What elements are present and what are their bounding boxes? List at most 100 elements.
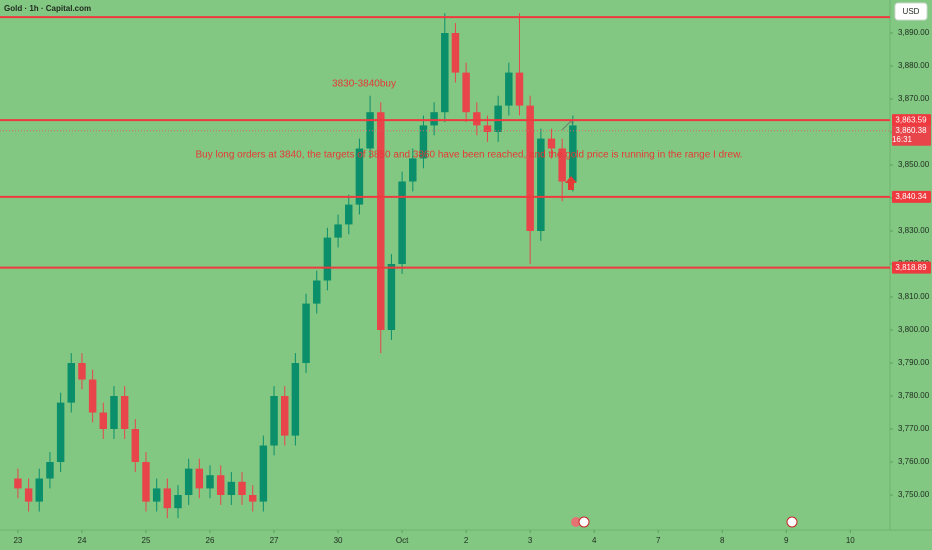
event-icon[interactable] <box>571 517 581 527</box>
candle-body <box>302 303 310 364</box>
x-tick-label: 8 <box>720 536 725 545</box>
candle-body <box>526 105 534 232</box>
y-tick-label: 3,750.00 <box>898 490 930 499</box>
candle-body <box>227 481 236 496</box>
candle-body <box>131 429 140 463</box>
candle-body <box>56 402 65 463</box>
candle-body <box>409 158 417 182</box>
x-tick-label: 7 <box>656 536 661 545</box>
last-price-box <box>892 125 931 146</box>
level-label: 3,863.59 <box>895 115 927 124</box>
y-tick-label: 3,780.00 <box>898 391 930 400</box>
candle-body <box>569 125 577 182</box>
x-tick-label: 9 <box>784 536 789 545</box>
y-tick-label: 3,850.00 <box>898 160 930 169</box>
candle-body <box>334 224 342 238</box>
candle-body <box>313 280 321 304</box>
x-tick-label: 4 <box>592 536 597 545</box>
candle-body <box>238 481 246 496</box>
event-icon[interactable] <box>578 516 590 528</box>
x-tick-label: 25 <box>142 536 151 545</box>
candle-body <box>547 138 556 149</box>
level-label-box <box>892 261 931 274</box>
candle-body <box>430 112 438 126</box>
y-tick-label: 3,790.00 <box>898 358 930 367</box>
level-label-box <box>892 114 931 127</box>
currency-button[interactable] <box>894 2 928 21</box>
candle-body <box>142 462 150 502</box>
x-tick-label: 23 <box>13 536 22 545</box>
plot <box>14 13 577 519</box>
y-tick-label: 3,810.00 <box>898 292 930 301</box>
y-tick-label: 3,800.00 <box>898 325 930 334</box>
annotation: Buy long orders at 3840, the targets of … <box>195 150 742 161</box>
candle-body <box>152 488 161 502</box>
last-price-label: 3,860.38 <box>895 126 927 135</box>
candle-body <box>462 72 470 113</box>
candle-body <box>345 204 353 225</box>
candle-body <box>398 181 406 265</box>
level-label-box <box>892 190 931 203</box>
x-tick-label: Oct <box>396 536 409 545</box>
candle-body <box>259 445 268 502</box>
candle-body <box>110 396 118 430</box>
arrow-icon <box>565 176 577 190</box>
y-tick-label: 3,880.00 <box>898 61 930 70</box>
x-tick-label: 2 <box>464 536 469 545</box>
x-tick-label: 27 <box>270 536 279 545</box>
candle-body <box>195 468 204 489</box>
candle-body <box>270 396 278 446</box>
candle-body <box>451 33 460 73</box>
level-label: 3,840.34 <box>895 192 927 201</box>
candle-body <box>494 105 502 133</box>
candle-body <box>184 468 193 496</box>
candle-body <box>483 125 492 133</box>
y-tick-label: 3,770.00 <box>898 424 930 433</box>
candle-body <box>14 478 22 489</box>
candle-body <box>441 33 449 113</box>
candle-body <box>163 488 172 509</box>
candle-body <box>67 363 75 403</box>
x-tick-label: 3 <box>528 536 533 545</box>
currency[interactable]: USD <box>903 7 920 16</box>
x-tick-label: 24 <box>78 536 87 545</box>
candle-body <box>505 72 513 106</box>
candle-body <box>78 363 86 380</box>
candle-body <box>473 112 481 126</box>
candle-body <box>387 264 396 331</box>
candle-body <box>24 488 33 502</box>
candle-body <box>323 237 332 281</box>
countdown: 16:31 <box>892 135 913 144</box>
event-icon[interactable] <box>786 516 798 528</box>
y-tick-label: 3,870.00 <box>898 94 930 103</box>
candle-body <box>216 475 225 496</box>
candle-body <box>174 495 182 509</box>
candle-body <box>419 125 428 159</box>
candle-body <box>88 379 97 413</box>
candle-body <box>206 475 214 489</box>
chart-title: Gold · 1h · Capital.com <box>4 4 91 13</box>
y-tick-label: 3,760.00 <box>898 457 930 466</box>
x-tick-label: 30 <box>334 536 343 545</box>
candle-body <box>291 363 300 436</box>
candle-body <box>515 72 524 106</box>
level-label: 3,818.89 <box>895 263 927 272</box>
candle-body <box>35 478 43 502</box>
x-tick-label: 10 <box>846 536 855 545</box>
y-tick-label: 3,830.00 <box>898 226 930 235</box>
candle-body <box>355 148 364 205</box>
candle-body <box>99 412 108 430</box>
candle-body <box>558 148 566 182</box>
annotation: 3830-3840buy <box>332 79 396 90</box>
candle-body <box>377 112 385 331</box>
candle-body <box>537 138 545 232</box>
y-tick-label: 3,890.00 <box>898 28 930 37</box>
candle-body <box>46 462 54 479</box>
candle-body <box>281 396 289 436</box>
candle-body <box>248 495 257 502</box>
candle-body <box>366 112 374 149</box>
x-tick-label: 26 <box>206 536 215 545</box>
candle-body <box>120 396 129 430</box>
